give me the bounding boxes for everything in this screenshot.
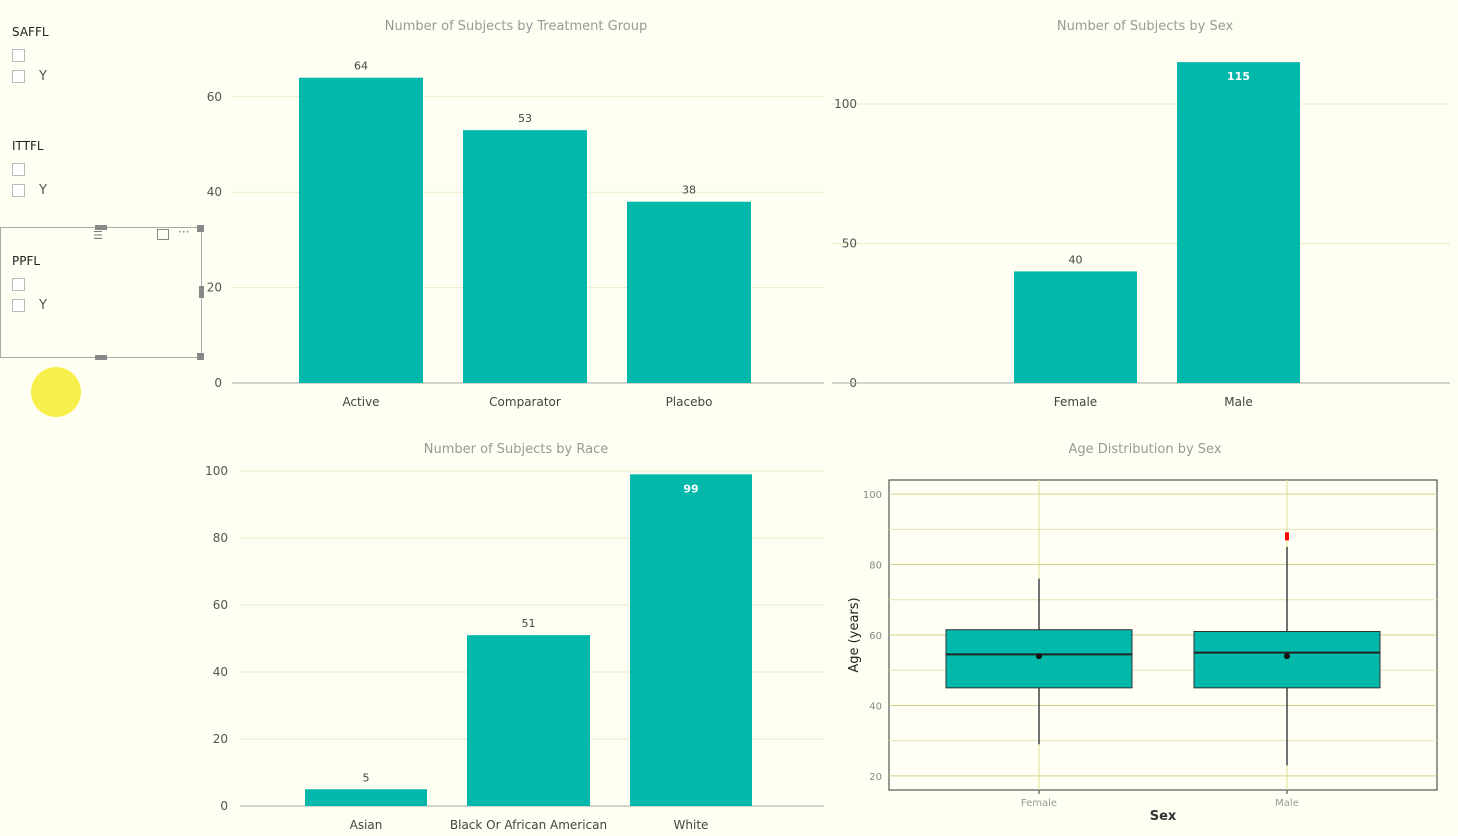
more-options-icon[interactable]: ··· xyxy=(178,225,190,239)
slicer-title: SAFFL xyxy=(12,25,49,39)
bar-asian xyxy=(305,789,427,806)
slicer-ittfl: ITTFL Y xyxy=(12,139,47,201)
data-label: 38 xyxy=(682,184,696,197)
x-tick-label: Asian xyxy=(350,818,383,832)
slicer-option-y[interactable]: Y xyxy=(12,180,47,201)
outlier-point xyxy=(1285,532,1289,541)
data-label: 64 xyxy=(354,60,368,73)
slicer-ppfl: PPFL Y xyxy=(12,254,47,316)
x-tick-label: Comparator xyxy=(489,395,561,409)
focus-mode-icon[interactable] xyxy=(157,229,169,240)
data-label: 5 xyxy=(363,771,370,784)
y-tick-label: 40 xyxy=(213,665,228,679)
checkbox[interactable] xyxy=(12,49,25,62)
x-tick-label: Female xyxy=(1054,395,1097,409)
data-label: 51 xyxy=(522,617,536,630)
slicer-saffl: SAFFL Y xyxy=(12,25,49,87)
y-tick-label: 100 xyxy=(834,97,857,111)
x-tick-label: Black Or African American xyxy=(450,818,607,832)
slicer-option-blank[interactable] xyxy=(12,274,47,295)
slicer-option-y[interactable]: Y xyxy=(12,295,47,316)
y-tick-label: 60 xyxy=(213,598,228,612)
resize-handle[interactable] xyxy=(95,225,107,230)
x-tick-label: Active xyxy=(342,395,379,409)
slicer-title: ITTFL xyxy=(12,139,44,153)
chart-title: Number of Subjects by Sex xyxy=(1057,19,1234,34)
resize-handle[interactable] xyxy=(197,225,204,232)
y-tick-label: 100 xyxy=(863,490,882,501)
bar-placebo xyxy=(627,201,751,383)
data-label: 40 xyxy=(1069,253,1083,266)
y-tick-label: 60 xyxy=(207,90,222,104)
slicer-title: PPFL xyxy=(12,254,41,268)
chart-title: Age Distribution by Sex xyxy=(1068,442,1221,457)
x-tick-label: Male xyxy=(1224,395,1252,409)
y-tick-label: 20 xyxy=(869,772,882,783)
slicer-option-y[interactable]: Y xyxy=(12,66,49,87)
data-label: 53 xyxy=(518,112,532,125)
option-label: Y xyxy=(39,298,47,313)
y-tick-label: 80 xyxy=(213,531,228,545)
y-tick-label: 0 xyxy=(214,376,222,390)
drag-handle-icon[interactable]: ☰ xyxy=(93,229,103,242)
mean-point xyxy=(1284,653,1290,660)
y-tick-label: 60 xyxy=(869,631,882,642)
y-tick-label: 40 xyxy=(207,185,222,199)
y-tick-label: 20 xyxy=(213,732,228,746)
y-tick-label: 80 xyxy=(869,561,882,572)
bar-comparator xyxy=(463,130,587,383)
x-tick-label: White xyxy=(674,818,709,832)
bar-male xyxy=(1177,62,1300,384)
y-tick-label: 50 xyxy=(842,237,857,251)
slicer-option-blank[interactable] xyxy=(12,45,49,66)
x-tick-label: Placebo xyxy=(666,395,713,409)
checkbox[interactable] xyxy=(12,278,25,291)
box-male xyxy=(1193,630,1381,689)
option-label: Y xyxy=(39,69,47,84)
bar-active xyxy=(299,77,423,383)
chart-title: Number of Subjects by Treatment Group xyxy=(385,19,647,34)
y-tick-label: 20 xyxy=(207,281,222,295)
y-tick-label: 0 xyxy=(220,799,228,813)
cursor-highlight xyxy=(31,367,81,417)
x-tick-label: Male xyxy=(1275,798,1299,809)
resize-handle[interactable] xyxy=(197,353,204,360)
x-axis-title: Sex xyxy=(1150,809,1177,824)
option-label: Y xyxy=(39,183,47,198)
checkbox[interactable] xyxy=(12,299,25,312)
checkbox[interactable] xyxy=(12,184,25,197)
mean-point xyxy=(1036,653,1042,660)
bar-female xyxy=(1014,271,1137,383)
resize-handle[interactable] xyxy=(199,286,204,298)
y-axis-title: Age (years) xyxy=(847,597,862,672)
y-tick-label: 100 xyxy=(205,464,228,478)
checkbox[interactable] xyxy=(12,163,25,176)
x-tick-label: Female xyxy=(1021,798,1057,809)
checkbox[interactable] xyxy=(12,70,25,83)
bar-white xyxy=(630,474,752,806)
bar-black-or-african-american xyxy=(467,635,590,806)
chart-title: Number of Subjects by Race xyxy=(424,442,608,457)
selected-visual-frame[interactable]: ☰ ··· xyxy=(0,225,204,360)
y-tick-label: 40 xyxy=(869,701,882,712)
data-label: 115 xyxy=(1227,70,1250,83)
data-label: 99 xyxy=(683,482,698,495)
slicer-option-blank[interactable] xyxy=(12,159,47,180)
resize-handle[interactable] xyxy=(95,355,107,360)
